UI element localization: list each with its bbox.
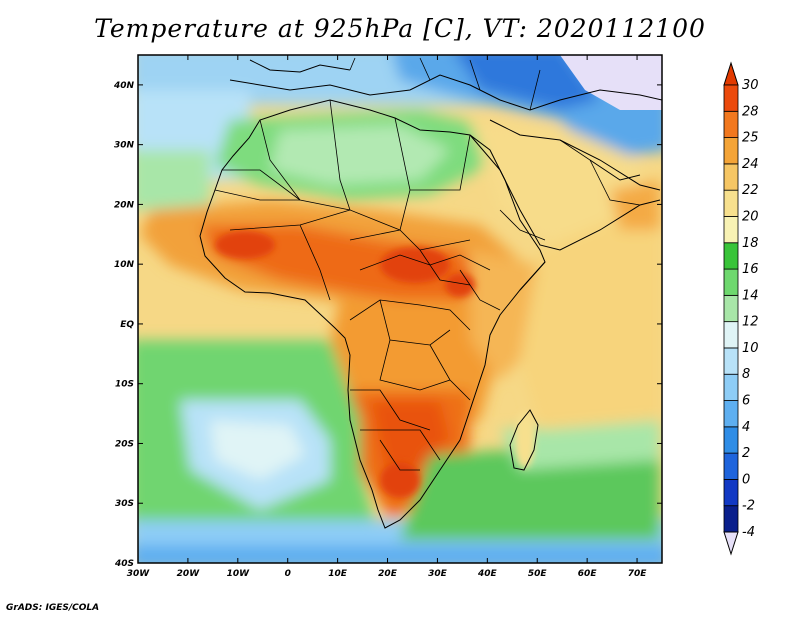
colorbar-label: 0 [742, 472, 750, 487]
colorbar-label: 18 [742, 236, 759, 251]
lon-tick-label: 10E [328, 569, 348, 579]
colorbar-swatch [723, 242, 739, 270]
lat-tick-label: EQ [120, 320, 134, 330]
grads-credit: GrADS: IGES/COLA [6, 603, 100, 613]
lon-tick-label: 30E [428, 569, 448, 579]
lat-tick-label: 20N [114, 200, 135, 210]
lon-tick-label: 40E [477, 569, 498, 579]
lat-tick-label: 20S [115, 439, 134, 449]
colorbar-swatch [723, 110, 739, 138]
colorbar-label: -2 [742, 499, 755, 514]
lon-tick-label: 0 [285, 569, 291, 579]
colorbar-label: 12 [742, 315, 759, 330]
colorbar-swatch [723, 84, 739, 112]
country-borders [214, 57, 641, 471]
colorbar-label: 8 [742, 367, 750, 382]
colorbar-swatch [723, 505, 739, 533]
map-frame [137, 54, 663, 564]
lon-tick-label: 10W [227, 569, 251, 579]
colorbar-label: 4 [742, 420, 750, 435]
colorbar-label: 14 [742, 288, 759, 303]
colorbar-label: -4 [742, 525, 755, 540]
colorbar-swatch [723, 189, 739, 217]
colorbar-max-arrow [723, 61, 739, 86]
colorbar-label: 6 [742, 394, 750, 409]
colorbar-label: 2 [742, 446, 750, 461]
lat-tick-label: 10S [115, 380, 134, 390]
colorbar-swatch [723, 163, 739, 191]
lat-tick-label: 40N [113, 81, 135, 91]
colorbar-label: 22 [742, 183, 759, 198]
colorbar-swatch [723, 216, 739, 244]
colorbar-label: 30 [742, 78, 759, 93]
colorbar-label: 20 [742, 209, 759, 224]
coastlines [199, 59, 662, 529]
lat-tick-label: 10N [114, 260, 135, 270]
lon-tick-label: 20E [378, 569, 398, 579]
colorbar-swatch [723, 479, 739, 507]
colorbar-label: 10 [742, 341, 759, 356]
lon-tick-label: 50E [528, 569, 548, 579]
colorbar-swatch [723, 347, 739, 375]
colorbar-swatch [723, 400, 739, 428]
lon-tick-label: 20W [177, 569, 201, 579]
colorbar-swatch [723, 137, 739, 165]
lon-tick-label: 30W [127, 569, 151, 579]
lon-tick-label: 60E [578, 569, 598, 579]
colorbar-label: 16 [742, 262, 759, 277]
colorbar-label: 25 [742, 131, 759, 146]
colorbar-swatch [723, 321, 739, 349]
lon-tick-label: 70E [628, 569, 648, 579]
colorbar-label: 24 [742, 157, 759, 172]
colorbar-min-arrow [723, 531, 739, 556]
lat-tick-label: 30N [114, 141, 135, 151]
colorbar-label: 28 [742, 104, 759, 119]
colorbar-swatch [723, 452, 739, 480]
lat-tick-label: 40S [114, 559, 134, 569]
colorbar-swatch [723, 373, 739, 401]
colorbar-swatch [723, 294, 739, 323]
colorbar-swatch [723, 268, 739, 296]
temperature-field [138, 55, 662, 563]
colorbar-swatch [723, 426, 739, 454]
lat-tick-label: 30S [115, 499, 134, 509]
plot-title: Temperature at 925hPa [C], VT: 202011210… [94, 14, 706, 43]
